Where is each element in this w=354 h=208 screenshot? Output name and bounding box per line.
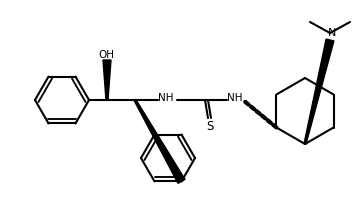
Polygon shape <box>103 60 111 100</box>
Polygon shape <box>304 39 334 144</box>
Text: NH: NH <box>227 93 243 103</box>
Text: S: S <box>206 120 214 132</box>
Polygon shape <box>134 99 185 183</box>
Text: N: N <box>328 28 336 38</box>
Text: NH: NH <box>158 93 174 103</box>
Text: OH: OH <box>98 50 114 60</box>
